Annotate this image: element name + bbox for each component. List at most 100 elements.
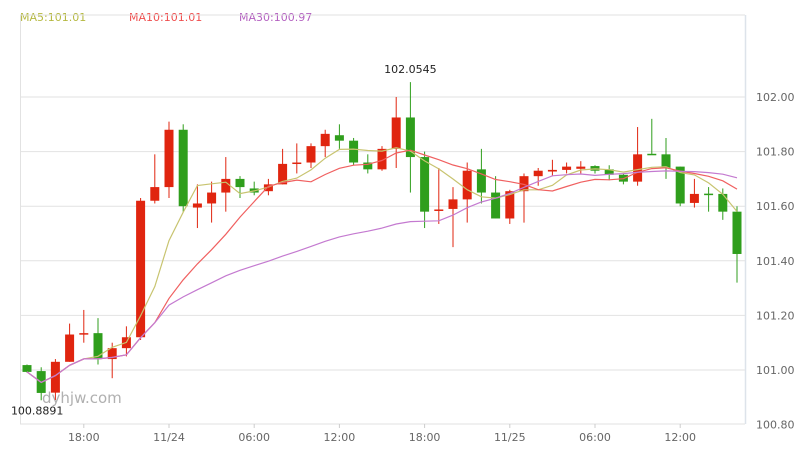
candle-body [519, 176, 529, 192]
candle-body [661, 154, 671, 168]
candle-body [675, 166, 685, 204]
y-tick-label: 101.20 [756, 309, 795, 322]
candle-body [93, 333, 103, 360]
candle [391, 97, 401, 168]
candle [192, 184, 202, 229]
legend-ma10: MA10:101.01 [129, 11, 203, 24]
candle-body [647, 153, 657, 156]
candle [107, 342, 117, 379]
candle-body [136, 200, 146, 338]
candle [562, 162, 572, 174]
candle-body [576, 166, 586, 169]
candle [704, 187, 714, 212]
candle-body [476, 169, 486, 193]
candle-body [306, 146, 316, 163]
candle [249, 181, 259, 196]
x-tick-label: 18:00 [409, 431, 441, 444]
candle [604, 165, 614, 181]
candle [434, 167, 444, 224]
y-tick-label: 101.80 [756, 146, 795, 159]
candle-body [22, 365, 32, 372]
candle [462, 162, 472, 223]
candle-body [50, 361, 60, 393]
x-tick-label: 12:00 [664, 431, 696, 444]
legend-ma5: MA5:101.01 [20, 11, 87, 24]
candle-body [689, 193, 699, 203]
x-tick-label: 11/25 [494, 431, 526, 444]
candle [349, 137, 359, 166]
x-tick-label: 06:00 [579, 431, 611, 444]
ma-line-ma10 [26, 149, 738, 384]
candle [377, 146, 387, 171]
y-tick-label: 100.80 [756, 419, 795, 432]
candle-body [405, 117, 415, 158]
candle [718, 188, 728, 220]
candle [633, 127, 643, 186]
candle [476, 148, 486, 204]
candle-body [178, 129, 188, 207]
candle-body [334, 135, 344, 141]
candle-body [207, 192, 217, 204]
candle-body [192, 203, 202, 208]
ma-line-ma30 [26, 170, 738, 384]
candle-body [65, 334, 75, 362]
candle [448, 187, 458, 248]
candle-body [462, 170, 472, 200]
candle-body [107, 348, 117, 360]
candle-body [434, 209, 444, 211]
candle-body [391, 117, 401, 149]
candle [235, 176, 245, 199]
candle-body [221, 178, 231, 193]
candle [278, 148, 288, 185]
candle [50, 359, 60, 401]
x-tick-label: 06:00 [238, 431, 270, 444]
candle [93, 318, 103, 365]
candle-body [491, 192, 501, 219]
candle-body [164, 129, 174, 188]
y-tick-label: 101.40 [756, 255, 795, 268]
candle-body [150, 187, 160, 201]
y-tick-label: 101.00 [756, 364, 795, 377]
candle [675, 166, 685, 207]
candle-body [349, 140, 359, 163]
legend-ma30: MA30:100.97 [239, 11, 313, 24]
x-tick-label: 18:00 [68, 431, 100, 444]
candle [292, 143, 302, 174]
candle-body [320, 133, 330, 147]
candle [136, 198, 146, 340]
candle [320, 129, 330, 158]
candle-body [547, 169, 557, 172]
candle-body [533, 170, 543, 177]
candle-body [420, 157, 430, 212]
candle [420, 151, 430, 229]
max-price-label: 102.0545 [384, 63, 437, 76]
candle [164, 121, 174, 199]
candle [647, 118, 657, 156]
candle [334, 124, 344, 149]
min-price-label: 100.8891 [11, 404, 64, 417]
candle [491, 176, 501, 219]
candle-body [263, 184, 273, 192]
candle-body [604, 169, 614, 175]
candle [405, 82, 415, 193]
candle-body [505, 191, 515, 219]
y-tick-label: 101.60 [756, 200, 795, 213]
candle [689, 178, 699, 208]
candle-body [732, 211, 742, 254]
candle [150, 154, 160, 204]
candle-body [377, 148, 387, 170]
candle-body [718, 193, 728, 212]
candle-body [562, 166, 572, 170]
candle [22, 364, 32, 373]
candle-body [292, 162, 302, 165]
candle [178, 124, 188, 212]
candle [547, 159, 557, 177]
candle [79, 309, 89, 343]
watermark: dyhjw.com [42, 389, 122, 407]
candle [221, 157, 231, 212]
candle [732, 206, 742, 283]
candle [207, 181, 217, 223]
candle-body [704, 193, 714, 196]
